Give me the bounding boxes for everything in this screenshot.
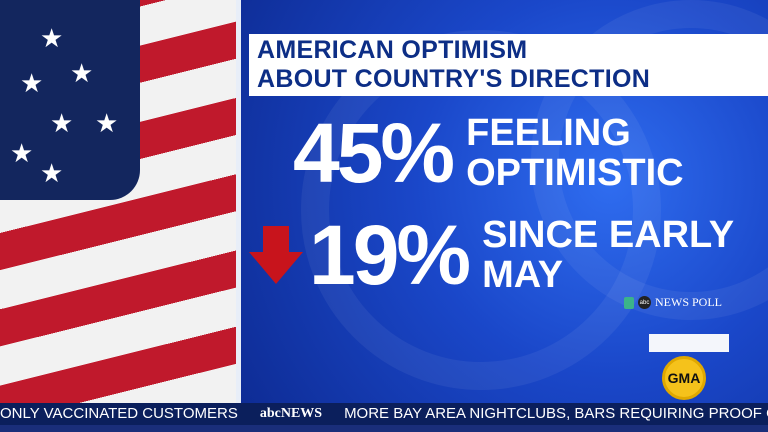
abc-logo-icon: abc [638, 296, 651, 309]
stat-change: 19% SINCE EARLY MAY [249, 210, 734, 300]
stat-value: 19% [309, 208, 471, 302]
stat-label: SINCE EARLY MAY [482, 214, 735, 296]
poll-panel: AMERICAN OPTIMISM ABOUT COUNTRY'S DIRECT… [241, 0, 768, 403]
gma-logo: GMA [662, 356, 706, 400]
abc-news-poll-source: abc NEWS POLL [624, 295, 722, 310]
down-arrow-icon [249, 226, 303, 284]
ticker-headline: ONLY VACCINATED CUSTOMERS [0, 405, 238, 422]
flag-canton [0, 0, 140, 200]
star-icon: ★ [40, 158, 64, 188]
stat-label: FEELING OPTIMISTIC [466, 112, 684, 194]
blank-label-box [649, 334, 729, 352]
ticker-headline: MORE BAY AREA NIGHTCLUBS, BARS REQUIRING… [344, 405, 768, 422]
divider [236, 0, 241, 403]
abc-news-logo: abcNEWS [259, 406, 323, 421]
bottom-bar [0, 425, 768, 432]
univision-logo-icon [624, 296, 634, 309]
star-icon: ★ [10, 138, 34, 168]
star-icon: ★ [40, 23, 64, 53]
graphic-title: AMERICAN OPTIMISM ABOUT COUNTRY'S DIRECT… [249, 34, 768, 96]
stat-optimistic: 45% FEELING OPTIMISTIC [293, 108, 684, 198]
american-flag-image: ★ ★ ★ ★ ★ ★ ★ [0, 0, 236, 403]
star-icon: ★ [95, 108, 119, 138]
source-text: NEWS POLL [655, 295, 722, 309]
title-line-2: ABOUT COUNTRY'S DIRECTION [257, 65, 651, 93]
news-ticker: ONLY VACCINATED CUSTOMERS abcNEWS MORE B… [0, 403, 768, 425]
star-icon: ★ [20, 68, 44, 98]
stat-value: 45% [293, 106, 455, 200]
star-icon: ★ [50, 108, 74, 138]
title-line-1: AMERICAN OPTIMISM [257, 36, 528, 64]
star-icon: ★ [70, 58, 94, 88]
